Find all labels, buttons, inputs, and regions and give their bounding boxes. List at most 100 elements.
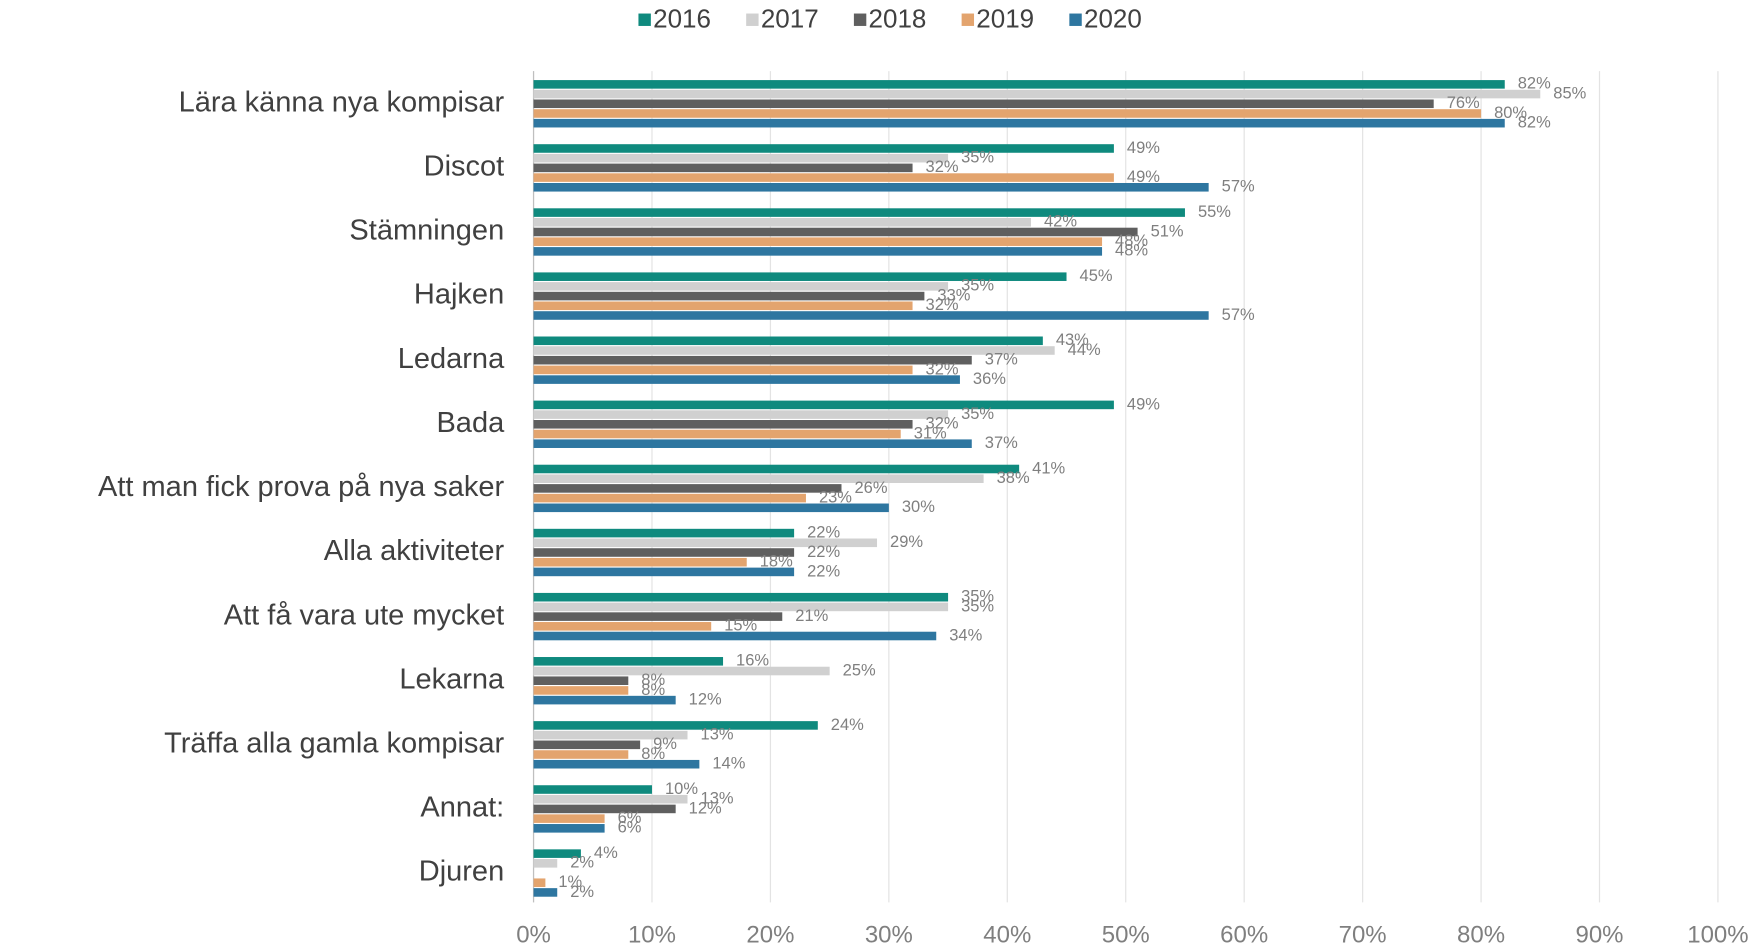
bar	[533, 439, 972, 448]
data-label: 14%	[712, 755, 745, 773]
bar	[533, 528, 795, 538]
data-label: 8%	[641, 681, 665, 699]
bar	[533, 109, 1482, 118]
data-label: 76%	[1447, 94, 1480, 112]
bar	[533, 89, 1541, 99]
legend-label: 2018	[869, 4, 927, 34]
bar	[533, 814, 605, 823]
data-label: 13%	[701, 790, 734, 808]
bar	[533, 301, 913, 311]
x-tick-label: 60%	[1220, 922, 1268, 946]
bar	[533, 291, 925, 301]
bar	[533, 464, 1020, 474]
x-tick-label: 20%	[746, 922, 794, 946]
x-tick-label: 80%	[1457, 922, 1505, 946]
category-label: Stämningen	[349, 215, 504, 247]
data-label: 34%	[949, 626, 982, 644]
bar	[533, 144, 1114, 153]
bar	[533, 237, 1103, 246]
bar	[533, 503, 889, 513]
bar	[533, 695, 676, 705]
data-label: 45%	[1080, 267, 1113, 285]
bar	[533, 375, 960, 384]
bar	[533, 484, 842, 493]
data-label: 26%	[854, 479, 887, 497]
data-label: 23%	[819, 488, 852, 506]
legend-swatch	[853, 13, 867, 26]
category-label: Alla aktiviteter	[324, 535, 505, 567]
bar	[533, 666, 830, 676]
bar	[533, 336, 1043, 346]
bar	[533, 153, 949, 163]
bar	[533, 557, 747, 567]
data-label: 1%	[558, 873, 582, 891]
bar	[533, 227, 1138, 237]
bar	[533, 429, 901, 439]
bar	[533, 474, 984, 483]
data-label: 82%	[1518, 114, 1551, 132]
data-label: 25%	[843, 661, 876, 679]
legend-swatch	[638, 13, 651, 26]
bar	[533, 592, 949, 602]
data-label: 43%	[1056, 331, 1089, 349]
data-label: 35%	[961, 405, 994, 423]
data-label: 35%	[961, 149, 994, 167]
bar	[533, 878, 546, 888]
data-label: 21%	[795, 607, 828, 625]
data-label: 13%	[701, 725, 734, 743]
data-label: 49%	[1127, 139, 1160, 157]
category-label: Annat:	[420, 792, 504, 824]
bar	[533, 410, 949, 419]
category-label: Att man fick prova på nya saker	[98, 471, 505, 503]
data-label: 2%	[570, 854, 594, 872]
legend-swatch	[961, 13, 975, 26]
bar	[533, 888, 558, 897]
data-label: 82%	[1518, 75, 1551, 93]
x-tick-label: 30%	[865, 922, 913, 946]
bar	[533, 80, 1505, 89]
data-label: 12%	[689, 690, 722, 708]
data-label: 49%	[1127, 395, 1160, 413]
data-label: 48%	[1115, 232, 1148, 250]
category-label: Lekarna	[399, 663, 505, 695]
data-label: 8%	[641, 671, 665, 689]
data-label: 30%	[902, 498, 935, 516]
bar	[533, 631, 937, 641]
bar	[533, 721, 818, 730]
bar	[533, 759, 700, 769]
bar	[533, 612, 783, 621]
bar	[533, 355, 972, 365]
x-tick-label: 70%	[1339, 922, 1387, 946]
data-label: 8%	[641, 745, 665, 763]
data-label: 9%	[653, 735, 677, 753]
bar	[533, 804, 676, 814]
category-label: Lära känna nya kompisar	[179, 86, 505, 118]
data-label: 32%	[926, 158, 959, 176]
data-label: 6%	[618, 809, 642, 827]
bar	[533, 750, 629, 759]
data-label: 32%	[926, 415, 959, 433]
data-label: 35%	[961, 277, 994, 295]
bar	[533, 548, 795, 557]
bar	[533, 686, 629, 695]
data-label: 35%	[961, 588, 994, 606]
legend-swatch	[746, 13, 759, 26]
bar	[533, 420, 913, 429]
legend-label: 2019	[976, 4, 1034, 34]
data-label: 42%	[1044, 213, 1077, 231]
bar	[533, 676, 629, 686]
bar	[533, 173, 1114, 182]
bar	[533, 730, 688, 740]
data-label: 4%	[594, 844, 618, 862]
bar	[533, 118, 1505, 128]
data-label: 2%	[570, 883, 594, 901]
data-label: 48%	[1115, 242, 1148, 260]
data-label: 51%	[1151, 222, 1184, 240]
data-label: 49%	[1127, 168, 1160, 186]
category-label: Träffa alla gamla kompisar	[164, 727, 504, 759]
bar	[533, 493, 806, 503]
category-label: Bada	[436, 407, 505, 439]
data-label: 6%	[618, 819, 642, 837]
legend-label: 2020	[1084, 4, 1142, 34]
